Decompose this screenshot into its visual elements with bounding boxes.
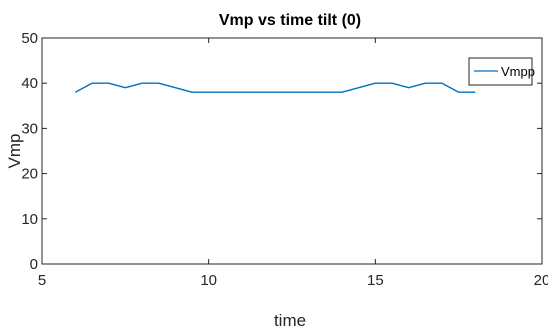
x-axis: 5 10 15 20	[38, 38, 548, 289]
y-tick-label: 10	[21, 211, 38, 228]
y-tick-label: 20	[21, 166, 38, 183]
y-axis: 0 10 20 30 40 50	[21, 30, 542, 273]
y-axis-label: Vmp	[5, 134, 24, 169]
x-tick-label: 15	[367, 272, 384, 289]
x-tick-label: 10	[200, 272, 217, 289]
series-layer	[74, 82, 476, 93]
y-tick-label: 50	[21, 30, 38, 47]
plot-area	[41, 37, 543, 265]
legend-entry-vmpp: Vmpp	[501, 64, 535, 79]
chart-title: Vmp vs time tilt (0)	[219, 12, 361, 29]
x-axis-label: time	[274, 311, 306, 330]
x-tick-label: 5	[38, 272, 46, 289]
y-tick-label: 30	[21, 120, 38, 137]
y-tick-label: 0	[30, 256, 38, 273]
x-tick-label: 20	[534, 272, 548, 289]
y-tick-label: 40	[21, 75, 38, 92]
series-line-vmpp	[74, 82, 476, 93]
legend: Vmpp	[468, 57, 535, 86]
